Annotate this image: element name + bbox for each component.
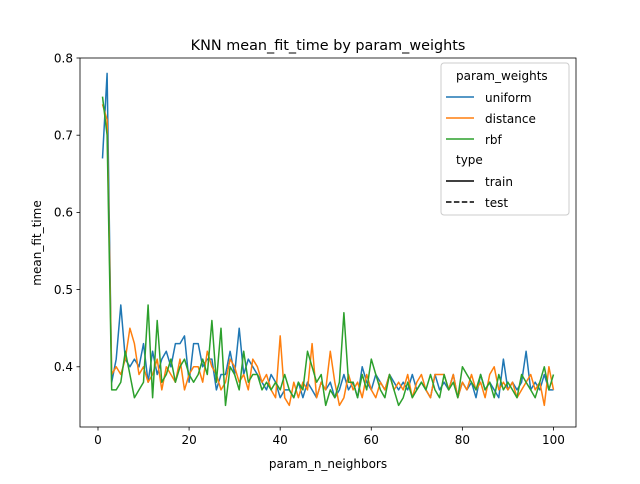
legend-frame: [440, 62, 570, 216]
series-line-rbf: [101, 96, 555, 407]
series-layer: [101, 72, 555, 407]
y-tick-label: 0.5: [54, 283, 73, 297]
x-axis-label: param_n_neighbors: [269, 457, 387, 471]
y-tick-label: 0.7: [54, 128, 73, 142]
y-tick-label: 0.4: [54, 360, 73, 374]
series-line-distance: [101, 104, 555, 407]
legend-label-rbf: rbf: [485, 133, 503, 147]
y-tick-label: 0.6: [54, 206, 73, 220]
axes-frame: [79, 57, 577, 428]
x-tick-label: 100: [542, 433, 565, 447]
x-tick-label: 60: [364, 433, 379, 447]
legend-style-title: type: [456, 153, 483, 167]
plot-area: [79, 57, 577, 428]
legend-hue-title: param_weights: [456, 69, 548, 83]
legend-label-train: train: [485, 175, 513, 189]
y-axis-label: mean_fit_time: [30, 200, 44, 285]
x-tick-label: 80: [455, 433, 470, 447]
legend-label-test: test: [485, 196, 508, 210]
chart-title: KNN mean_fit_time by param_weights: [191, 38, 466, 54]
x-tick-label: 40: [273, 433, 288, 447]
legend: param_weights uniform distance rbf type …: [440, 62, 570, 216]
x-tick-label: 20: [181, 433, 196, 447]
x-tick-label: 0: [94, 433, 102, 447]
y-tick-label: 0.8: [54, 51, 73, 65]
y-axis-ticks: 0.4 0.5 0.6 0.7 0.8: [54, 51, 80, 374]
legend-label-distance: distance: [485, 112, 536, 126]
x-axis-ticks: 0 20 40 60 80 100: [94, 427, 565, 447]
legend-label-uniform: uniform: [485, 91, 532, 105]
